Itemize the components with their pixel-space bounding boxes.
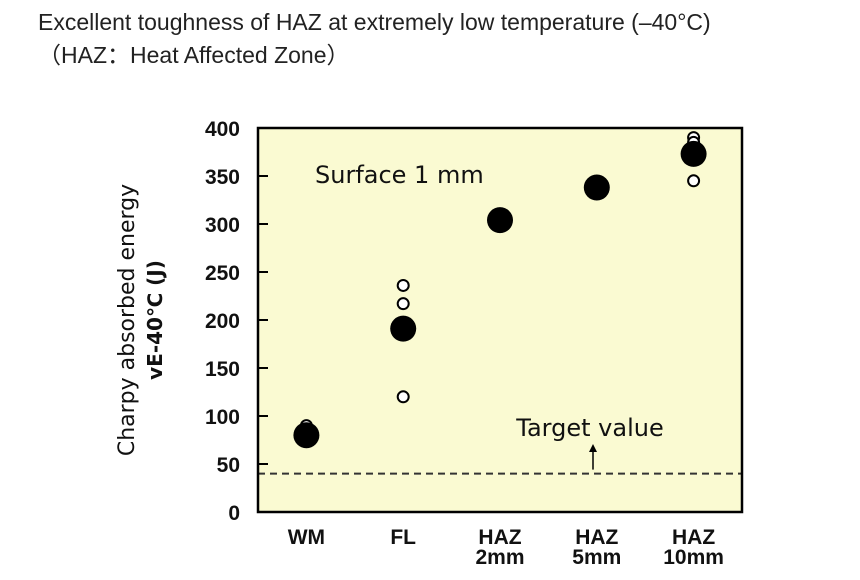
heading-line-2: （HAZ：Heat Affected Zone） (38, 42, 350, 69)
y-tick-label: 100 (205, 406, 240, 429)
x-tick-label: HAZ (575, 526, 618, 549)
plot-area (258, 128, 742, 512)
chart-heading: Excellent toughness of HAZ at extremely … (38, 6, 711, 73)
data-point-filled (390, 315, 417, 342)
heading-line-1: Excellent toughness of HAZ at extremely … (38, 9, 711, 35)
x-tick-label: 10mm (663, 546, 724, 569)
y-tick-label: 50 (217, 454, 240, 477)
y-tick-label: 200 (205, 310, 240, 333)
annotation-target: Target value (515, 414, 663, 442)
target-arrow-head (589, 444, 597, 452)
x-tick-label: 2mm (475, 546, 524, 569)
y-axis-label: Charpy absorbed energy vE-40℃ (J) (115, 184, 167, 456)
x-tick-label: WM (288, 526, 325, 549)
data-point-filled (680, 140, 707, 167)
y-tick-label: 0 (228, 502, 240, 525)
y-tick-label: 150 (205, 358, 240, 381)
plot-frame (256, 126, 744, 514)
y-tick-label: 350 (205, 166, 240, 189)
data-point-open (396, 278, 410, 292)
y-tick-label: 250 (205, 262, 240, 285)
data-point-filled (487, 207, 513, 234)
data-point-filled (293, 422, 320, 449)
data-point-open (396, 297, 410, 311)
annotation-surface: Surface 1 mm (315, 161, 484, 189)
x-tick-label: 5mm (572, 546, 621, 569)
y-tick-label: 400 (205, 118, 240, 141)
x-tick-label: FL (390, 526, 416, 549)
y-axis-label-line-1: Charpy absorbed energy (115, 184, 140, 456)
data-point-open (687, 174, 701, 188)
x-tick-label: HAZ (478, 526, 521, 549)
y-tick-label: 300 (205, 214, 240, 237)
x-tick-label: HAZ (672, 526, 715, 549)
data-point-filled (583, 174, 610, 201)
data-point-open (396, 390, 410, 404)
y-axis-label-line-2: vE-40℃ (J) (143, 260, 167, 380)
